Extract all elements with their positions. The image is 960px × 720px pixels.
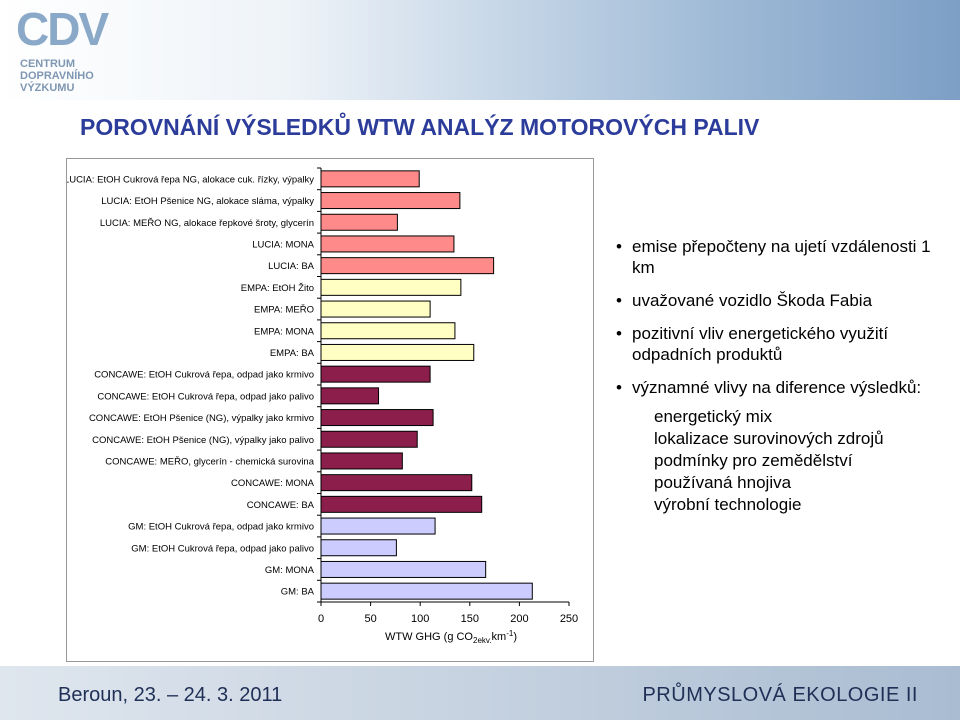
- bar: [320, 387, 380, 405]
- cdv-logo: CDV CENTRUM DOPRAVNÍHO VÝZKUMU: [16, 3, 109, 98]
- category-label: GM: EtOH Cukrová řepa, odpad jako krmivo: [128, 522, 314, 533]
- bar: [320, 192, 461, 210]
- category-label: CONCAWE: MONA: [231, 478, 315, 489]
- logo-line-3: VÝZKUMU: [20, 82, 75, 94]
- bar: [320, 235, 455, 253]
- bar: [320, 322, 456, 340]
- bullet-item: • emise přepočteny na ujetí vzdálenosti 1…: [616, 236, 956, 278]
- x-tick-label: 200: [510, 613, 528, 625]
- bullet-dot-icon: •: [616, 237, 622, 256]
- bullet-text: pozitivní vliv energetického využití odp…: [632, 324, 889, 364]
- bullet-item: • uvažované vozidlo Škoda Fabia: [616, 290, 956, 311]
- header-band: [0, 0, 960, 100]
- bar: [320, 517, 436, 535]
- bullet-list: • emise přepočteny na ujetí vzdálenosti 1…: [616, 236, 956, 516]
- logo-line-2: DOPRAVNÍHO: [20, 70, 94, 82]
- bar-chart: LUCIA: EtOH Cukrová řepa NG, alokace cuk…: [67, 167, 578, 645]
- category-label: LUCIA: BA: [268, 261, 315, 272]
- x-tick-label: 50: [364, 613, 376, 625]
- x-axis-title-part: -1: [506, 629, 514, 638]
- x-tick-label: 150: [461, 613, 479, 625]
- bullet-dot-icon: •: [616, 324, 622, 343]
- category-label: CONCAWE: EtOH Pšenice (NG), výpalky jako…: [89, 413, 314, 424]
- bullet-text: významné vlivy na diference výsledků:: [632, 378, 922, 397]
- bar: [320, 170, 420, 188]
- bar: [320, 474, 473, 492]
- category-label: EMPA: MONA: [254, 326, 315, 337]
- footer-event-name: PRŮMYSLOVÁ EKOLOGIE II: [642, 684, 918, 706]
- sub-item: energetický mix: [654, 407, 773, 426]
- bar: [320, 495, 483, 513]
- x-axis-title-part: ): [513, 631, 517, 643]
- category-label: LUCIA: MEŘO NG, alokace řepkové šroty, g…: [100, 218, 314, 229]
- sub-list: energetický mix lokalizace surovinových …: [616, 406, 956, 516]
- bar: [320, 213, 398, 231]
- category-label: LUCIA: EtOH Pšenice NG, alokace sláma, v…: [101, 196, 314, 207]
- category-label: CONCAWE: EtOH Cukrová řepa, odpad jako p…: [97, 391, 314, 402]
- category-label: CONCAWE: BA: [247, 500, 315, 511]
- slide-title: POROVNÁNÍ VÝSLEDKŮ WTW ANALÝZ MOTOROVÝCH…: [80, 114, 760, 140]
- sub-item: lokalizace surovinových zdrojů: [654, 429, 884, 448]
- sub-item: používaná hnojiva: [654, 473, 792, 492]
- bar: [320, 560, 487, 578]
- category-label: EMPA: MEŘO: [254, 305, 314, 316]
- x-tick-label: 100: [411, 613, 429, 625]
- category-label: LUCIA: MONA: [252, 239, 314, 250]
- category-label: CONCAWE: EtOH Cukrová řepa, odpad jako k…: [94, 370, 314, 381]
- footer-band: [0, 666, 960, 720]
- bullet-dot-icon: •: [616, 378, 622, 397]
- x-axis-title-part: km: [492, 631, 507, 643]
- bar: [320, 409, 434, 427]
- bar: [320, 582, 533, 600]
- bullet-dot-icon: •: [616, 291, 622, 310]
- bar: [320, 343, 475, 361]
- bar: [320, 278, 462, 296]
- chart-container: LUCIA: EtOH Cukrová řepa NG, alokace cuk…: [66, 158, 594, 662]
- logo-mark: CDV: [16, 3, 109, 55]
- category-label: EMPA: BA: [270, 348, 315, 359]
- bar: [320, 430, 418, 448]
- category-label: GM: EtOH Cukrová řepa, odpad jako palivo: [131, 543, 314, 554]
- x-axis-title-part: 2ekv.: [473, 636, 492, 645]
- sub-item: výrobní technologie: [654, 495, 802, 514]
- bullet-text: uvažované vozidlo Škoda Fabia: [632, 291, 873, 310]
- category-label: GM: BA: [281, 587, 315, 598]
- bar: [320, 452, 403, 470]
- category-label: EMPA: EtOH Žito: [241, 283, 314, 294]
- bullet-item: • pozitivní vliv energetického využití od…: [616, 323, 956, 365]
- bar: [320, 257, 495, 275]
- x-axis-title-part: WTW GHG (g CO: [385, 631, 473, 643]
- category-label: CONCAWE: EtOH Pšenice (NG), výpalky jako…: [92, 435, 314, 446]
- sub-item: podmínky pro zemědělství: [654, 451, 853, 470]
- x-tick-label: 250: [560, 613, 578, 625]
- bullet-text: emise přepočteny na ujetí vzdálenosti 1 …: [632, 237, 931, 277]
- footer-event-date: Beroun, 23. – 24. 3. 2011: [58, 684, 283, 706]
- x-tick-label: 0: [318, 613, 324, 625]
- bar: [320, 539, 397, 557]
- bar: [320, 365, 431, 383]
- category-label: GM: MONA: [265, 565, 315, 576]
- logo-line-1: CENTRUM: [20, 58, 75, 70]
- bar: [320, 300, 431, 318]
- x-axis-title: WTW GHG (g CO2ekv.km-1): [385, 629, 517, 645]
- category-label: CONCAWE: MEŘO, glycerín - chemická surov…: [105, 456, 314, 467]
- bullet-item: • významné vlivy na diference výsledků:: [616, 377, 956, 398]
- category-label: LUCIA: EtOH Cukrová řepa NG, alokace cuk…: [67, 174, 314, 185]
